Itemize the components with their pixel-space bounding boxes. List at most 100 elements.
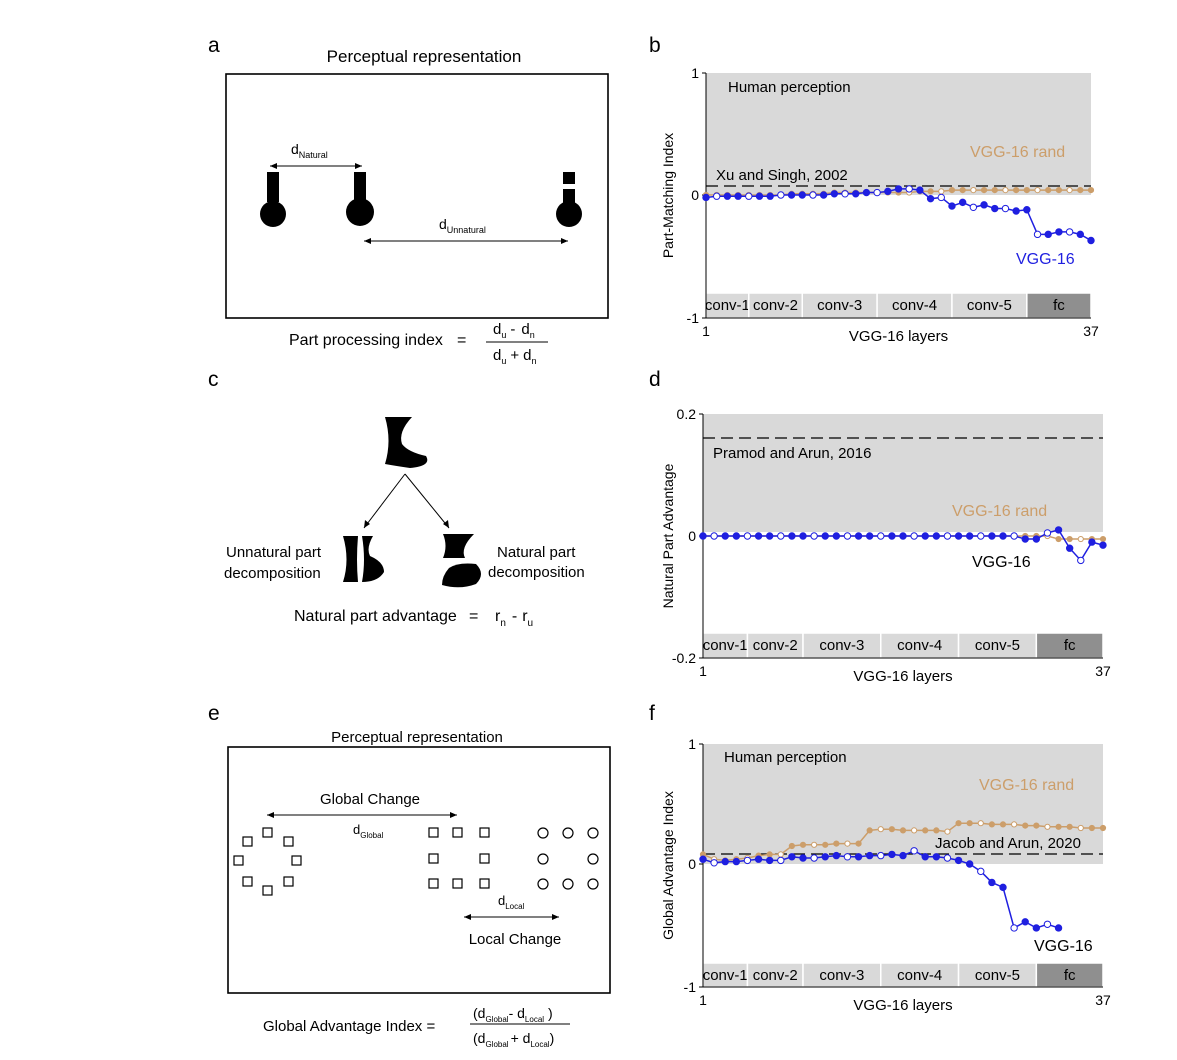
data-point bbox=[1012, 207, 1020, 215]
chart-panel-f: Human perception conv-1 conv-2 conv-3 conv-4… bbox=[660, 736, 1111, 1014]
d-global-label: dGlobal bbox=[353, 822, 384, 840]
series-label: VGG-16 bbox=[1016, 251, 1075, 268]
data-point bbox=[1076, 230, 1085, 239]
data-point bbox=[777, 856, 785, 865]
layer-group-label: conv-1 bbox=[703, 967, 748, 984]
series-label: VGG-16 bbox=[1034, 938, 1093, 955]
data-point bbox=[754, 855, 763, 863]
data-point bbox=[766, 851, 773, 858]
data-point bbox=[873, 188, 881, 197]
layer-group-conv-1 bbox=[702, 962, 749, 988]
data-point bbox=[937, 193, 945, 202]
y-axis-label: Natural Part Advantage bbox=[660, 463, 676, 608]
data-point bbox=[1077, 556, 1085, 565]
data-point bbox=[777, 191, 785, 199]
data-point bbox=[1043, 920, 1052, 928]
data-point bbox=[745, 192, 753, 200]
x-tick-label: 1 bbox=[699, 663, 707, 679]
layer-group-label: conv-2 bbox=[753, 637, 798, 654]
data-point bbox=[1054, 924, 1063, 932]
data-point bbox=[965, 860, 974, 868]
layer-group-conv-4 bbox=[880, 632, 960, 659]
data-point bbox=[1099, 535, 1107, 543]
data-point bbox=[832, 851, 841, 860]
panel-b-letter: b bbox=[649, 34, 661, 57]
data-point bbox=[1077, 824, 1084, 832]
data-point bbox=[843, 853, 852, 861]
layer-group-label: conv-3 bbox=[817, 297, 862, 314]
data-point bbox=[877, 532, 885, 540]
data-point bbox=[754, 532, 763, 540]
panel-a-frame bbox=[225, 73, 609, 319]
data-point bbox=[766, 192, 774, 200]
global-advantage-index-label: Global Advantage Index = bbox=[263, 1018, 435, 1035]
natural-part-advantage-label: Natural part advantage bbox=[294, 608, 457, 625]
data-point bbox=[852, 190, 860, 198]
svg-text:=: = bbox=[469, 608, 478, 625]
ppi-numerator: du - dn bbox=[493, 321, 535, 340]
data-point bbox=[922, 827, 929, 834]
layer-group-label: fc bbox=[1053, 297, 1065, 314]
data-point bbox=[1054, 526, 1063, 534]
data-point bbox=[927, 188, 934, 195]
data-point bbox=[821, 532, 829, 540]
data-point bbox=[988, 821, 995, 828]
data-point bbox=[862, 188, 871, 197]
layer-group-label: conv-4 bbox=[897, 967, 942, 984]
data-point bbox=[1087, 236, 1095, 245]
data-point bbox=[1002, 187, 1009, 194]
natural-label-line1: Natural part bbox=[497, 544, 576, 561]
stimulus-stem-1 bbox=[267, 172, 279, 202]
data-point bbox=[710, 532, 718, 540]
x-axis-label: VGG-16 layers bbox=[853, 668, 952, 685]
data-point bbox=[819, 191, 828, 199]
stimulus-stem-3b bbox=[563, 189, 575, 203]
data-point bbox=[894, 185, 903, 193]
data-point bbox=[943, 854, 952, 862]
data-point bbox=[910, 847, 918, 855]
data-point bbox=[1010, 924, 1018, 932]
data-point bbox=[1088, 538, 1096, 546]
data-point bbox=[1043, 529, 1052, 537]
data-point bbox=[959, 187, 966, 194]
chart-panel-b: Human perception conv-1 conv-2 conv-3 conv-4… bbox=[660, 65, 1099, 345]
data-point bbox=[958, 198, 967, 207]
unnatural-label-line2: decomposition bbox=[224, 565, 321, 582]
data-point bbox=[1010, 532, 1018, 540]
unnatural-label-line1: Unnatural part bbox=[226, 544, 322, 561]
stimulus-stem-3a bbox=[563, 172, 575, 184]
data-point bbox=[855, 840, 862, 847]
local-shape-squares bbox=[428, 827, 490, 889]
data-point bbox=[702, 193, 710, 202]
data-point bbox=[933, 827, 940, 834]
d-local-label: dLocal bbox=[498, 893, 525, 911]
series-label: VGG-16 bbox=[972, 554, 1031, 571]
data-point bbox=[966, 820, 973, 827]
data-point bbox=[954, 532, 963, 540]
x-tick-label: 1 bbox=[702, 323, 710, 339]
data-point bbox=[1001, 204, 1010, 213]
natural-decomposition-icon bbox=[442, 534, 481, 588]
data-point bbox=[970, 187, 977, 194]
x-tick-label: 1 bbox=[699, 992, 707, 1008]
data-point bbox=[988, 878, 996, 887]
reference-label: Xu and Singh, 2002 bbox=[716, 167, 848, 184]
data-point bbox=[798, 191, 806, 199]
data-point bbox=[888, 826, 895, 833]
data-point bbox=[977, 820, 984, 827]
layer-group-label: fc bbox=[1064, 637, 1076, 654]
human-perception-region bbox=[703, 744, 1103, 864]
layer-group-label: conv-4 bbox=[897, 637, 942, 654]
layer-group-fc bbox=[1035, 632, 1104, 659]
arrow-to-unnatural bbox=[363, 473, 406, 529]
data-point bbox=[811, 841, 818, 848]
y-tick-label: 0 bbox=[688, 528, 696, 544]
data-point bbox=[1065, 228, 1074, 236]
data-point bbox=[944, 828, 951, 835]
gai-numerator: (dGlobal- dLocal) bbox=[473, 1005, 553, 1024]
data-point bbox=[921, 532, 929, 540]
data-point bbox=[1023, 206, 1031, 214]
y-tick-label: 0.2 bbox=[677, 406, 697, 422]
data-point bbox=[899, 827, 907, 834]
layer-group-label: conv-5 bbox=[975, 637, 1020, 654]
